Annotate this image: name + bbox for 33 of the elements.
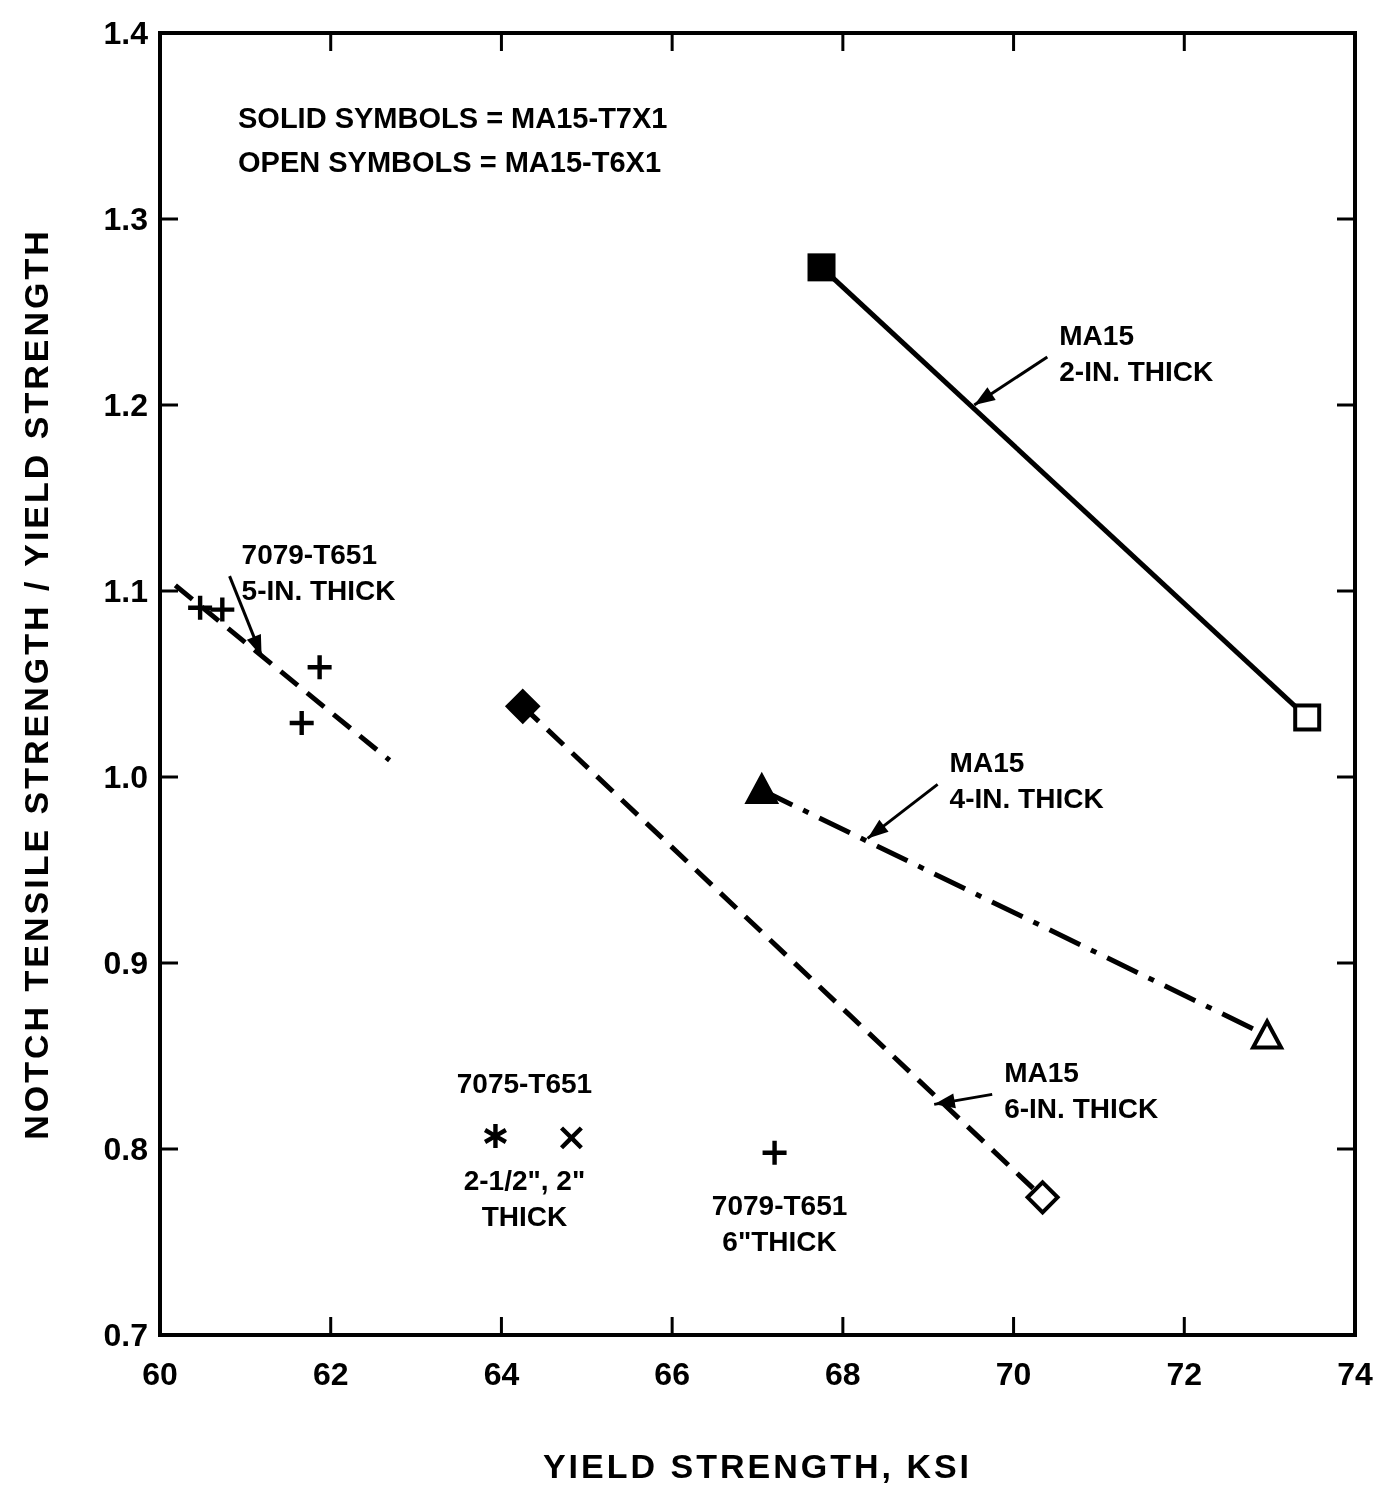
- annotation: 2-1/2", 2" THICK: [463, 1164, 586, 1232]
- y-tick-label: 1.4: [103, 15, 149, 52]
- y-tick-label: 1.1: [103, 573, 148, 610]
- x-tick-label: 60: [142, 1356, 178, 1392]
- annotation: 7075-T651: [456, 1067, 593, 1099]
- x-tick-label: 66: [654, 1356, 690, 1392]
- x-tick-label: 72: [1166, 1356, 1203, 1392]
- annotation: 7079-T651 6"THICK: [711, 1189, 848, 1257]
- y-tick-label: 0.9: [103, 945, 148, 982]
- annotation: MA15 4-IN. THICK: [949, 747, 1104, 815]
- annotation: OPEN SYMBOLS = MA15-T6X1: [238, 146, 662, 178]
- point: [762, 1140, 787, 1165]
- point: [289, 711, 314, 736]
- annotation: MA15 6-IN. THICK: [1004, 1057, 1159, 1125]
- point: [559, 1126, 583, 1150]
- y-tick-label: 1.0: [103, 759, 148, 796]
- x-tick-label: 74: [1337, 1356, 1373, 1392]
- y-tick-label: 1.3: [103, 201, 148, 238]
- x-tick-label: 62: [312, 1356, 349, 1392]
- x-tick-label: 64: [483, 1356, 520, 1392]
- x-tick-label: 68: [825, 1356, 861, 1392]
- y-tick-label: 1.2: [103, 387, 148, 424]
- annotation: 7079-T651 5-IN. THICK: [241, 539, 396, 607]
- y-tick-label: 0.8: [103, 1131, 148, 1168]
- x-axis-title: YIELD STRENGTH, KSI: [542, 1447, 973, 1485]
- point: [307, 655, 332, 680]
- annotation: MA15 2-IN. THICK: [1059, 320, 1214, 387]
- y-tick-label: 0.7: [103, 1317, 148, 1354]
- x-tick-label: 70: [995, 1356, 1032, 1392]
- y-axis-title: NOTCH TENSILE STRENGTH / YIELD STRENGTH: [17, 228, 55, 1140]
- annotation: SOLID SYMBOLS = MA15-T7X1: [238, 102, 668, 134]
- point: [483, 1123, 507, 1148]
- point: [210, 597, 235, 622]
